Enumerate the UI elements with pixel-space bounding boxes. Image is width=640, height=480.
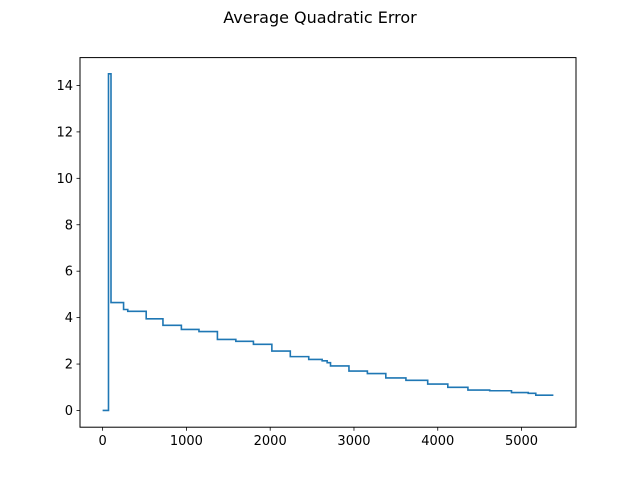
x-tick-label: 4000 xyxy=(421,434,454,449)
x-tick-label: 3000 xyxy=(337,434,370,449)
y-tick-label: 6 xyxy=(65,265,73,280)
y-tick-label: 14 xyxy=(56,79,73,94)
x-tick-label: 5000 xyxy=(505,434,538,449)
y-tick-label: 8 xyxy=(65,218,73,233)
y-tick-label: 0 xyxy=(65,404,73,419)
y-tick-label: 10 xyxy=(56,172,73,187)
x-tick-label: 1000 xyxy=(170,434,203,449)
plot-area xyxy=(102,73,554,412)
y-tick-label: 2 xyxy=(65,358,73,373)
y-tick-label: 4 xyxy=(65,311,73,326)
x-tick-label: 0 xyxy=(98,434,106,449)
chart-title: Average Quadratic Error xyxy=(223,8,417,27)
axes-frame xyxy=(79,57,577,428)
y-axis: 0 2 4 6 8 10 12 14 xyxy=(56,79,80,419)
y-tick-label: 12 xyxy=(56,125,73,140)
series-line xyxy=(102,73,554,412)
x-tick-label: 2000 xyxy=(254,434,287,449)
x-axis: 0 1000 2000 3000 4000 5000 xyxy=(98,427,538,449)
